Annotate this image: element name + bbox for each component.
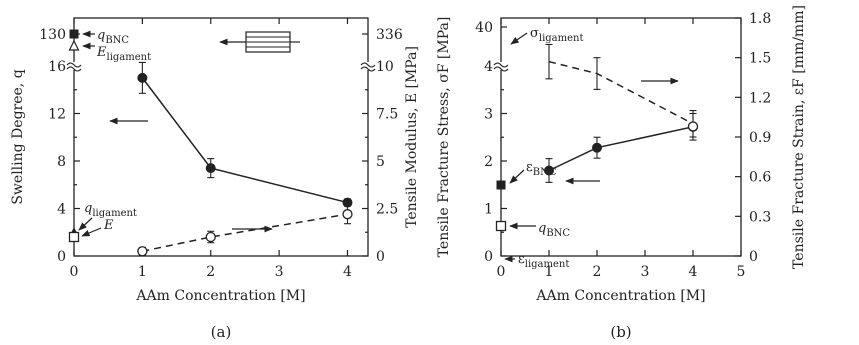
- data-point-ε (open): [687, 121, 699, 132]
- axis-break-right-a-2: [360, 66, 376, 72]
- panel-label-b: (b): [610, 323, 631, 341]
- panel-label-a: (a): [211, 323, 232, 341]
- arrow-eps-bnc: [509, 169, 525, 184]
- reference-point-eps-bnc: [496, 180, 506, 190]
- data-point-E: [205, 231, 216, 243]
- y-axis-label-right-b: Tensile Fracture Strain, εF [mm/mm]: [791, 5, 807, 269]
- y-left-tick-label-b: 3: [484, 107, 493, 123]
- axis-break-right-a-gap: [361, 62, 375, 70]
- y-right-tick-label-a: 7.5: [376, 107, 398, 123]
- x-tick-label-b: 0: [497, 264, 506, 280]
- y-right-tick-label-b: 1.2: [749, 90, 771, 106]
- x-tick-label-a: 3: [275, 264, 284, 280]
- reference-point-E: [68, 231, 80, 243]
- y-right-tick-label-b: 0.3: [749, 209, 771, 225]
- x-tick-label-b: 4: [689, 264, 698, 280]
- y-right-tick-label-b: 0.6: [749, 170, 771, 186]
- y-right-tick-label-a: 5: [376, 154, 385, 170]
- series-line-E: [142, 213, 348, 252]
- data-point-E: [137, 246, 148, 257]
- series-line-σ: [548, 126, 694, 172]
- annotation-q-ligament: qligament: [84, 201, 137, 219]
- annotation-q-bnc-b: qBNC: [538, 221, 570, 239]
- y-right-tick-label-a: 336: [376, 27, 403, 43]
- reference-point-q-bnc: [495, 220, 507, 232]
- data-b: [495, 43, 699, 232]
- x-axis-label-b: AAm Concentration [M]: [535, 288, 705, 304]
- y-right-tick-label-b: 1.8: [749, 11, 771, 27]
- annotation-e: E: [103, 218, 114, 233]
- y-right-tick-label-a: 0: [376, 249, 385, 265]
- y-left-tick-label-a: 0: [57, 249, 66, 265]
- striped-sample-icon: [245, 31, 300, 53]
- x-tick-label-b: 1: [545, 264, 554, 280]
- data-point-q: [205, 163, 216, 174]
- y-axis-label-right-a: Tensile Modulus, E [MPa]: [404, 46, 420, 228]
- arrow-sigma-ligament: [510, 32, 528, 45]
- x-axis-label-a: AAm Concentration [M]: [135, 288, 305, 304]
- y-left-tick-label-b: 1: [484, 202, 493, 218]
- annotation-eps-bnc: εBNC: [526, 160, 557, 178]
- plot-frame-b: [500, 17, 742, 257]
- reference-point-q_BNC: [69, 29, 79, 39]
- data-point-σ: [592, 142, 602, 153]
- y-right-tick-label-a: 2.5: [376, 202, 398, 218]
- x-tick-label-b: 5: [737, 264, 746, 280]
- arrow-e: [81, 227, 102, 237]
- data-point-σ: [544, 165, 554, 176]
- y-left-tick-label-b: 2: [484, 154, 493, 170]
- y-left-tick-label-a: 130: [39, 27, 66, 43]
- y-right-tick-label-b: 0.9: [749, 130, 771, 146]
- data-point-E: [342, 209, 353, 220]
- axis-break-left-b: [493, 62, 509, 68]
- x-tick-label-a: 2: [206, 264, 215, 280]
- series-line-ε: [548, 60, 694, 125]
- annotation-q-bnc: qBNC: [97, 28, 129, 46]
- x-tick-label-b: 2: [593, 264, 602, 280]
- x-tick-label-a: 0: [70, 264, 79, 280]
- annotation-e-ligament: Eligament: [96, 45, 151, 63]
- y-left-tick-label-a: 8: [57, 154, 66, 170]
- axis-break-left-a: [66, 62, 82, 68]
- x-tick-label-b: 3: [641, 264, 650, 280]
- y-axis-label-left-b: Tensile Fracture Stress, σF [MPa]: [436, 17, 452, 258]
- y-left-tick-label-b: 4: [484, 59, 493, 75]
- y-left-tick-label-b: 0: [484, 249, 493, 265]
- axis-break-left-a-2: [66, 66, 82, 72]
- svg-text:Tensile Fracture Strain, εF [m: Tensile Fracture Strain, εF [mm/mm]: [791, 5, 807, 269]
- y-axis-label-left-a: Swelling Degree, q: [10, 69, 26, 204]
- y-left-tick-label-b: 40: [475, 20, 493, 36]
- data-a: [68, 29, 353, 257]
- annotation-sigma-ligament: σligament: [530, 26, 584, 44]
- arrow-q-ligament: [78, 217, 93, 231]
- y-left-tick-label-a: 12: [48, 107, 66, 123]
- y-left-tick-label-a: 16: [48, 59, 66, 75]
- y-right-tick-label-b: 1.5: [749, 51, 771, 67]
- axis-break-left-b-2: [493, 66, 509, 72]
- data-point-q: [137, 72, 148, 83]
- x-tick-label-a: 1: [138, 264, 147, 280]
- axis-break-right-a: [360, 62, 376, 68]
- y-left-tick-label-a: 4: [57, 202, 66, 218]
- y-right-tick-label-a: 10: [376, 59, 394, 75]
- reference-point-E_ligament: [68, 39, 80, 51]
- y-right-tick-label-b: 0: [749, 249, 758, 265]
- axis-break-left-b-gap: [494, 62, 508, 70]
- axis-break-left-a-gap: [67, 62, 81, 70]
- annotation-eps-ligament: εligament: [518, 252, 569, 270]
- series-line-q: [141, 77, 348, 204]
- x-tick-label-a: 4: [343, 264, 352, 280]
